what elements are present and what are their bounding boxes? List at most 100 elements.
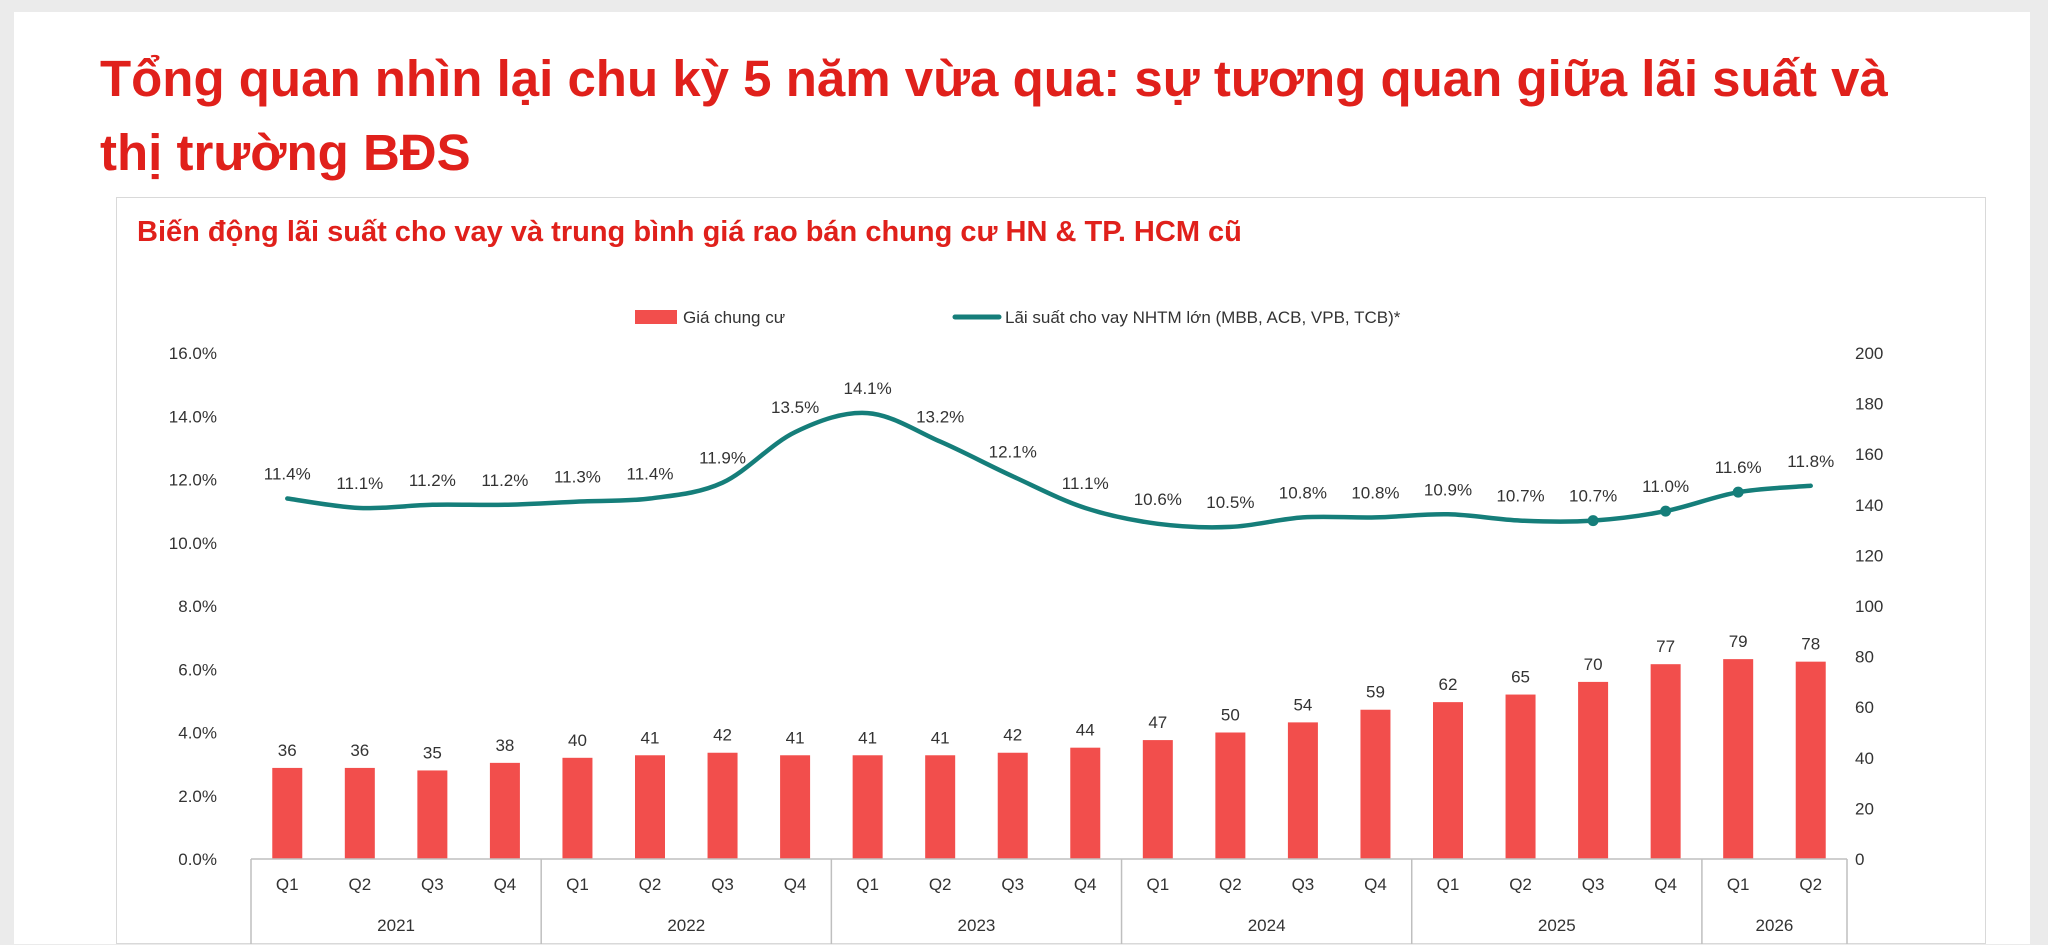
right-axis: 0 20 40 60 80 100 120 140 160 180 200: [1855, 344, 1883, 869]
bar: [997, 752, 1028, 859]
line-point: [1587, 515, 1599, 527]
bar-value-label: 62: [1439, 675, 1458, 694]
legend-label-bars: Giá chung cư: [683, 308, 785, 327]
bar: [417, 770, 448, 859]
quarter-label: Q1: [1727, 875, 1750, 894]
right-tick-label: 140: [1855, 496, 1883, 515]
bar-value-label: 36: [278, 741, 297, 760]
quarter-label: Q1: [856, 875, 879, 894]
quarter-label: Q2: [348, 875, 371, 894]
left-tick-label: 12.0%: [169, 471, 217, 490]
line-value-label: 11.3%: [554, 468, 601, 487]
line-point: [1660, 505, 1672, 517]
bar: [272, 767, 303, 859]
legend-swatch-bars: [635, 310, 677, 324]
bar-value-label: 54: [1293, 695, 1312, 714]
quarter-label: Q3: [421, 875, 444, 894]
left-tick-label: 6.0%: [178, 660, 217, 679]
bar: [1505, 694, 1536, 859]
quarter-label: Q2: [1799, 875, 1822, 894]
line-value-label: 11.0%: [1642, 477, 1689, 496]
year-label: 2023: [958, 916, 996, 935]
bar: [1795, 661, 1826, 859]
bar: [489, 762, 520, 859]
page: Tổng quan nhìn lại chu kỳ 5 năm vừa qua:…: [14, 12, 2030, 944]
quarter-label: Q4: [784, 875, 807, 894]
bar: [344, 767, 375, 859]
quarter-label: Q4: [494, 875, 517, 894]
line-value-label: 11.2%: [409, 471, 456, 490]
legend-label-line: Lãi suất cho vay NHTM lớn (MBB, ACB, VPB…: [1005, 308, 1401, 327]
bar: [635, 755, 665, 859]
quarter-label: Q3: [1292, 875, 1315, 894]
line-value-label: 11.6%: [1715, 458, 1762, 477]
line-value-label: 11.2%: [481, 471, 528, 490]
bar-labels: 36 36 35 38 40 41 42 41 41 41 42 44 47 50 54 59 62 65 70 77…: [278, 632, 1820, 762]
year-label: 2021: [377, 916, 415, 935]
right-tick-label: 0: [1855, 850, 1864, 869]
line-value-label: 11.4%: [627, 464, 674, 483]
bar-value-label: 47: [1148, 713, 1167, 732]
chart-svg: Giá chung cư Lãi suất cho vay NHTM lớn (M…: [169, 308, 1883, 944]
line-labels: 11.4% 11.1% 11.2% 11.2% 11.3% 11.4% 11.9% 13.5%…: [264, 379, 1834, 512]
quarter-label: Q2: [929, 875, 952, 894]
left-tick-label: 14.0%: [169, 407, 217, 426]
left-tick-label: 4.0%: [178, 724, 217, 743]
left-tick-label: 0.0%: [178, 850, 217, 869]
bar: [852, 755, 883, 859]
line-value-label: 11.9%: [699, 449, 746, 468]
line-value-label: 14.1%: [844, 379, 892, 398]
bar: [780, 755, 811, 859]
quarter-label: Q2: [1509, 875, 1532, 894]
year-label: 2024: [1248, 916, 1286, 935]
quarter-label: Q3: [711, 875, 734, 894]
x-axis: Q1 Q2 Q3 Q4 Q1 Q2 Q3 Q4 Q1 Q2 Q3 Q4 Q1 Q2 Q3 Q4 Q1 Q2 Q3 Q4…: [250, 858, 1848, 944]
bar: [1215, 732, 1246, 859]
bar-value-label: 42: [713, 726, 732, 745]
quarter-label: Q1: [276, 875, 299, 894]
bar-value-label: 79: [1729, 632, 1748, 651]
quarter-label: Q4: [1654, 875, 1677, 894]
bar: [1578, 681, 1609, 859]
bar-value-label: 42: [1003, 726, 1022, 745]
line-value-label: 11.1%: [1062, 474, 1109, 493]
quarter-label: Q2: [639, 875, 662, 894]
interest-rate-line: [285, 410, 1813, 530]
quarter-label: Q1: [1437, 875, 1460, 894]
page-title: Tổng quan nhìn lại chu kỳ 5 năm vừa qua:…: [100, 50, 1888, 181]
bar-series: [272, 659, 1826, 859]
line-value-label: 12.1%: [989, 442, 1037, 461]
bar: [1287, 722, 1318, 859]
bar: [1360, 709, 1391, 859]
chart-panel: Biến động lãi suất cho vay và trung bình…: [116, 197, 1986, 944]
quarter-label: Q1: [566, 875, 589, 894]
bar-value-label: 41: [641, 728, 660, 747]
chart-legend: Giá chung cư Lãi suất cho vay NHTM lớn (M…: [635, 308, 1401, 327]
quarter-label: Q4: [1074, 875, 1097, 894]
right-tick-label: 80: [1855, 648, 1874, 667]
line-value-label: 10.8%: [1279, 483, 1327, 502]
bar-value-label: 78: [1801, 635, 1820, 654]
left-tick-label: 16.0%: [169, 344, 217, 363]
bar-value-label: 41: [858, 728, 877, 747]
right-tick-label: 40: [1855, 749, 1874, 768]
bar-value-label: 38: [495, 736, 514, 755]
bar: [707, 752, 738, 859]
quarter-label: Q3: [1582, 875, 1605, 894]
line-value-label: 10.8%: [1351, 483, 1399, 502]
line-value-label: 13.2%: [916, 408, 964, 427]
bar-value-label: 41: [931, 728, 950, 747]
quarter-label: Q3: [1001, 875, 1024, 894]
left-tick-label: 10.0%: [169, 534, 217, 553]
line-value-label: 10.9%: [1424, 480, 1472, 499]
bar-value-label: 65: [1511, 668, 1530, 687]
bar-value-label: 36: [350, 741, 369, 760]
bar: [562, 757, 593, 859]
bar-value-label: 77: [1656, 637, 1675, 656]
left-tick-label: 8.0%: [178, 597, 217, 616]
bar: [1433, 702, 1463, 859]
line-value-label: 10.5%: [1206, 493, 1254, 512]
bar: [925, 755, 956, 859]
line-value-label: 11.1%: [336, 474, 383, 493]
line-value-label: 10.6%: [1134, 490, 1182, 509]
